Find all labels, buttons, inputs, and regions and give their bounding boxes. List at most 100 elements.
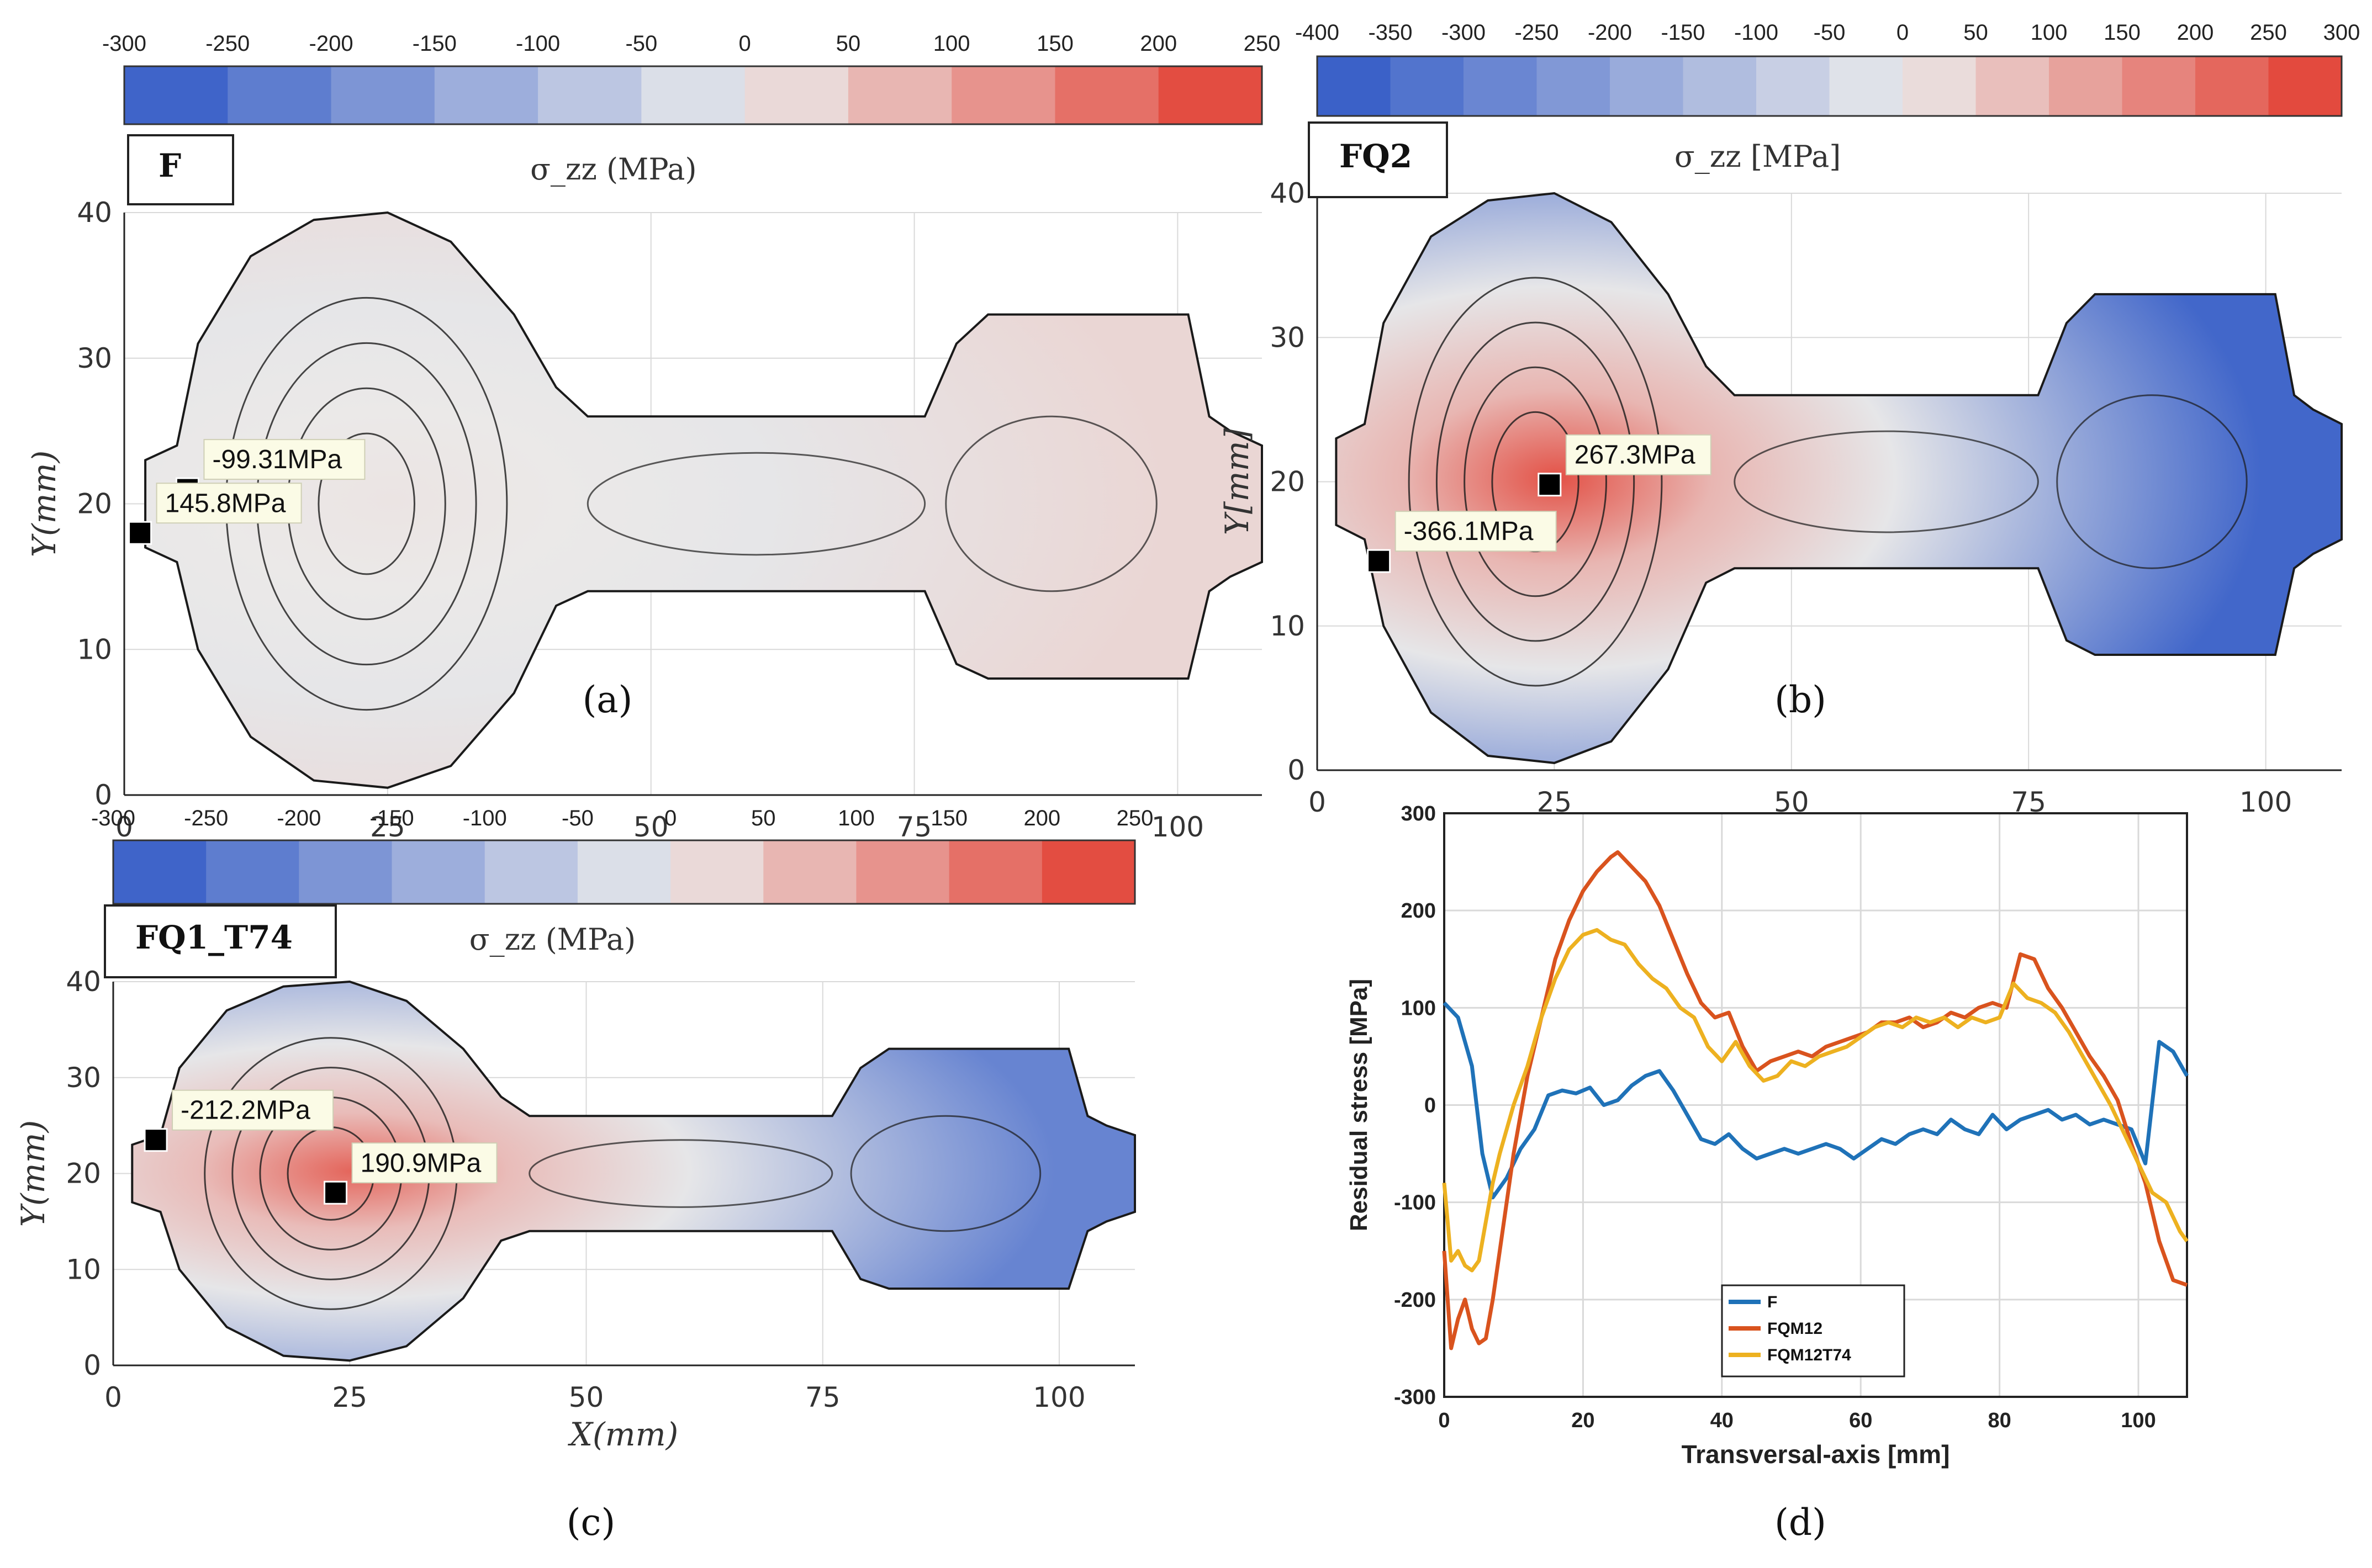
colorbar-tick-label: 100 xyxy=(2031,20,2068,45)
specimen-stress-field xyxy=(1335,192,2343,764)
colorbar-segment xyxy=(856,840,950,904)
colorbar-tick-label: -300 xyxy=(1441,20,1486,45)
annotation-callout xyxy=(172,1089,334,1131)
colorbar-segment xyxy=(1536,56,1610,116)
x-tick-label: 40 xyxy=(1710,1409,1734,1432)
panel-letter: (a) xyxy=(583,679,633,721)
y-tick-label: 40 xyxy=(66,966,101,998)
specimen-stress-field xyxy=(131,980,1136,1362)
y-tick-label: 0 xyxy=(94,779,112,811)
annotation-callout xyxy=(1394,511,1557,552)
contour-line xyxy=(850,1115,1042,1232)
sample-label-box xyxy=(104,904,337,978)
colorbar-tick-label: 250 xyxy=(1117,806,1154,830)
annotation-label: -99.31MPa xyxy=(212,445,342,474)
colorbar-segment xyxy=(1042,840,1135,904)
y-axis-label: Residual stress [MPa] xyxy=(1345,979,1372,1231)
colorbar-tick-label: -200 xyxy=(277,806,321,830)
colorbar-segment xyxy=(1464,56,1538,116)
annotation-callout xyxy=(351,1142,498,1184)
y-tick-label: 10 xyxy=(66,1253,101,1285)
colorbar-tick-label: -50 xyxy=(625,31,657,56)
contour-line xyxy=(318,432,415,575)
field-label: σ_zz (MPa) xyxy=(530,152,696,187)
colorbar-tick-label: 200 xyxy=(1023,806,1060,830)
colorbar-segment xyxy=(1055,66,1159,124)
colorbar-segment xyxy=(763,840,857,904)
sample-label: FQ2 xyxy=(1339,137,1412,175)
specimen-stress-field xyxy=(144,211,1263,789)
colorbar-segment xyxy=(124,66,228,124)
panel-d-line-chart: 0 20 40 60 80 100 -300 -200 -100 0 100 200 300 Transv… xyxy=(1345,802,2189,1544)
sample-label-box xyxy=(127,134,234,205)
x-tick-label: 100 xyxy=(2239,786,2292,818)
y-axis-label: Y[mm] xyxy=(1218,428,1256,535)
annotation-label: -366.1MPa xyxy=(1404,517,1534,546)
colorbar-segment xyxy=(1829,56,1903,116)
contour-line xyxy=(1734,430,2039,533)
colorbar-segment xyxy=(1390,56,1464,116)
colorbar-segment xyxy=(1610,56,1684,116)
x-tick-label: 50 xyxy=(633,811,669,843)
y-tick-label: 100 xyxy=(1401,997,1436,1020)
colorbar-segment xyxy=(206,840,299,904)
y-tick-label: 40 xyxy=(1270,177,1305,209)
y-tick-label: 30 xyxy=(66,1062,101,1094)
colorbar-tick-label: -300 xyxy=(91,806,135,830)
measurement-point-icon xyxy=(1538,473,1562,497)
colorbar-tick-label: 50 xyxy=(1963,20,1988,45)
y-axis-label: Y(mm) xyxy=(14,1120,52,1227)
colorbar-segment xyxy=(2049,56,2123,116)
x-tick-label: 100 xyxy=(1033,1381,1085,1413)
y-tick-label: -100 xyxy=(1394,1191,1436,1215)
colorbar-segment xyxy=(113,840,207,904)
x-axis-label: Transversal-axis [mm] xyxy=(1682,1440,1950,1469)
colorbar-tick-label: 50 xyxy=(751,806,776,830)
y-tick-label: 10 xyxy=(77,633,112,665)
contour-line xyxy=(529,1139,833,1208)
contour-line xyxy=(1435,321,1635,642)
colorbar-tick-label: 250 xyxy=(2250,20,2287,45)
colorbar-segment xyxy=(299,840,393,904)
measurement-point-icon xyxy=(144,1128,168,1152)
colorbar-segment xyxy=(577,840,671,904)
colorbar-tick-label: -50 xyxy=(1814,20,1846,45)
colorbar-tick-label: 150 xyxy=(2104,20,2141,45)
colorbar-frame xyxy=(112,839,1136,905)
x-tick-label: 0 xyxy=(115,811,133,843)
panel-letter: (b) xyxy=(1774,679,1826,721)
x-tick-label: 25 xyxy=(332,1381,367,1413)
colorbar-segment xyxy=(744,66,849,124)
series-line-fqm12t74 xyxy=(1442,928,2189,1273)
colorbar-tick-label: -200 xyxy=(309,31,353,56)
y-tick-label: 0 xyxy=(1287,754,1305,786)
sample-label-box xyxy=(1308,121,1448,198)
x-axis-label: X(mm) xyxy=(568,1416,679,1453)
colorbar-tick-label: 0 xyxy=(664,806,677,830)
series-line-fqm12 xyxy=(1442,850,2188,1350)
y-tick-label: 300 xyxy=(1401,802,1436,825)
colorbar-tick-label: -350 xyxy=(1368,20,1412,45)
y-tick-label: 0 xyxy=(1424,1094,1436,1117)
y-tick-label: 30 xyxy=(77,342,112,374)
y-tick-label: 20 xyxy=(1270,466,1305,498)
x-tick-label: 100 xyxy=(2121,1409,2156,1432)
colorbar-segment xyxy=(1683,56,1757,116)
colorbar-segment xyxy=(484,840,578,904)
colorbar-segment xyxy=(641,66,746,124)
legend-entry: FQM12 xyxy=(1767,1320,1822,1338)
measurement-point-icon xyxy=(1367,549,1391,573)
colorbar-tick-label: 150 xyxy=(1037,31,1074,56)
series-line-f xyxy=(1443,1002,2189,1200)
y-tick-label: 20 xyxy=(66,1158,101,1190)
panel-b-stress-map: -400 -350 -300 -250 -200 -150 -100 -50 0 50 100 150… xyxy=(1218,20,2360,858)
y-tick-label: -300 xyxy=(1394,1386,1436,1409)
colorbar-segment xyxy=(331,66,435,124)
annotation-label: -212.2MPa xyxy=(181,1096,310,1125)
colorbar-tick-label: 0 xyxy=(739,31,751,56)
x-tick-label: 25 xyxy=(370,811,405,843)
colorbar-tick-label: -150 xyxy=(413,31,457,56)
measurement-point-icon xyxy=(324,1180,348,1205)
panel-letter: (c) xyxy=(567,1501,615,1544)
field-label: σ_zz [MPa] xyxy=(1674,139,1841,174)
